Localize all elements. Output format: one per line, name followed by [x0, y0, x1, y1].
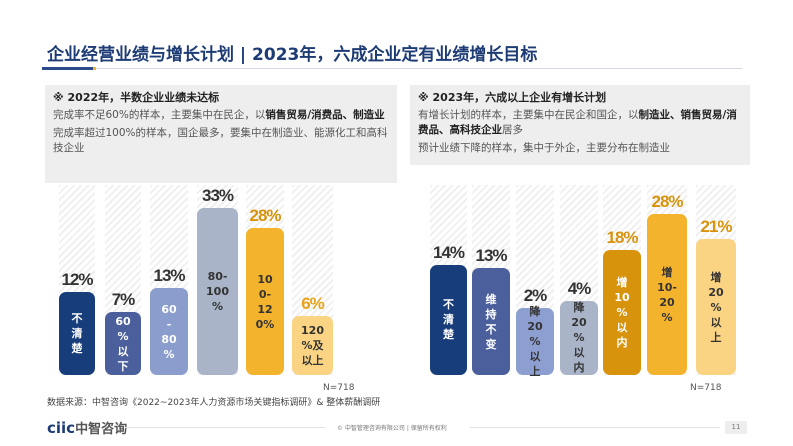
- data-label: 4%: [567, 278, 592, 298]
- title-divider-accent: [42, 67, 93, 70]
- data-label: 2%: [523, 285, 548, 305]
- left-sample-size: N=718: [323, 383, 355, 393]
- data-label: 14%: [432, 242, 465, 262]
- bar: 增 10- 20 %: [647, 214, 687, 375]
- data-label: 28%: [249, 206, 281, 225]
- page-number: 11: [725, 421, 747, 434]
- insight-text: 预计业绩下降的样本，集中于外企，主要分布在制造业: [418, 142, 670, 154]
- footer-divider-left: [125, 427, 325, 428]
- data-label: 18%: [606, 228, 638, 248]
- bar: 80- 100 %: [197, 208, 238, 375]
- data-label: 6%: [301, 294, 325, 313]
- bar: 增 20 % 以 上: [696, 239, 736, 375]
- data-source: 数据来源：中智咨询《2022~2023年人力资源市场关键指标调研》& 整体薪酬调…: [47, 398, 381, 408]
- data-label: 7%: [111, 290, 136, 309]
- right-insight-box: ※ 2023年，六成以上企业有增长计划 有增长计划的样本，主要集中在民企和国企，…: [410, 85, 750, 165]
- bar: 降 20 % 以 内: [560, 300, 598, 375]
- chart-2022-completion: 不 清 楚 12% 60 % 以 下 7% 60 - 80 % 13% 80- 100 % 3…: [50, 185, 350, 375]
- title-divider-tip: [93, 67, 96, 70]
- page-title: 企业经营业绩与增长计划 | 2023年，六成企业定有业绩增长目标: [47, 45, 538, 65]
- left-insight-heading: ※ 2022年，半数企业业绩未达标: [53, 91, 220, 104]
- insight-text: 有增长计划的样本，主要集中在民企和国企，以: [418, 109, 639, 121]
- bar: 60 - 80 %: [150, 288, 188, 375]
- chart-2023-growth-plan: 不 清 楚 14% 维 持 不 变 13% 降 20 % 以 上 2% 降 20 % 以 内…: [420, 185, 750, 378]
- insight-paragraph: 完成率不足60%的样本，主要集中在民企，以销售贸易/消费品、制造业: [53, 108, 389, 123]
- bar: 降 20 % 以 上: [516, 305, 554, 378]
- bar: 120 %及 以上: [292, 316, 333, 375]
- left-insight-box: ※ 2022年，半数企业业绩未达标 完成率不足60%的样本，主要集中在民企，以销…: [45, 85, 397, 183]
- insight-text: 居多: [502, 124, 523, 136]
- insight-text: 完成率不足60%的样本，主要集中在民企，以: [53, 109, 266, 121]
- bar: 不 清 楚: [59, 292, 95, 375]
- data-label: 13%: [475, 246, 507, 266]
- bar: 维 持 不 变: [472, 268, 510, 375]
- data-label: 28%: [651, 192, 683, 212]
- right-insight-heading: ※ 2023年，六成以上企业有增长计划: [418, 91, 607, 104]
- highlight-text: 制造业、销售贸易/消费品、高科技企业: [418, 109, 737, 136]
- bar: 增 10 % 以 内: [603, 250, 641, 375]
- insight-text: 完成率超过100%的样本，国企最多，要集中在制造业、能源化工和高科技企业: [53, 127, 388, 154]
- bar: 不 清 楚: [430, 264, 467, 375]
- highlight-text: 销售贸易/消费品、制造业: [265, 109, 385, 121]
- insight-paragraph: 有增长计划的样本，主要集中在民企和国企，以制造业、销售贸易/消费品、高科技企业居…: [418, 108, 742, 138]
- data-label: 33%: [201, 186, 234, 205]
- insight-paragraph: 完成率超过100%的样本，国企最多，要集中在制造业、能源化工和高科技企业: [53, 126, 389, 156]
- insight-paragraph: 预计业绩下降的样本，集中于外企，主要分布在制造业: [418, 141, 742, 156]
- title-divider: [42, 68, 742, 69]
- data-label: 21%: [700, 217, 732, 237]
- logo: ciic中智咨询: [47, 419, 128, 437]
- bar: 10 0- 12 0%: [246, 228, 284, 375]
- right-sample-size: N=718: [690, 383, 722, 393]
- copyright: © 中智管理咨询有限公司 | 保留所有权利: [337, 425, 447, 432]
- footer-divider-right: [470, 427, 720, 428]
- bar: 60 % 以 下: [105, 312, 141, 375]
- data-label: 12%: [61, 270, 93, 289]
- data-label: 13%: [153, 266, 185, 285]
